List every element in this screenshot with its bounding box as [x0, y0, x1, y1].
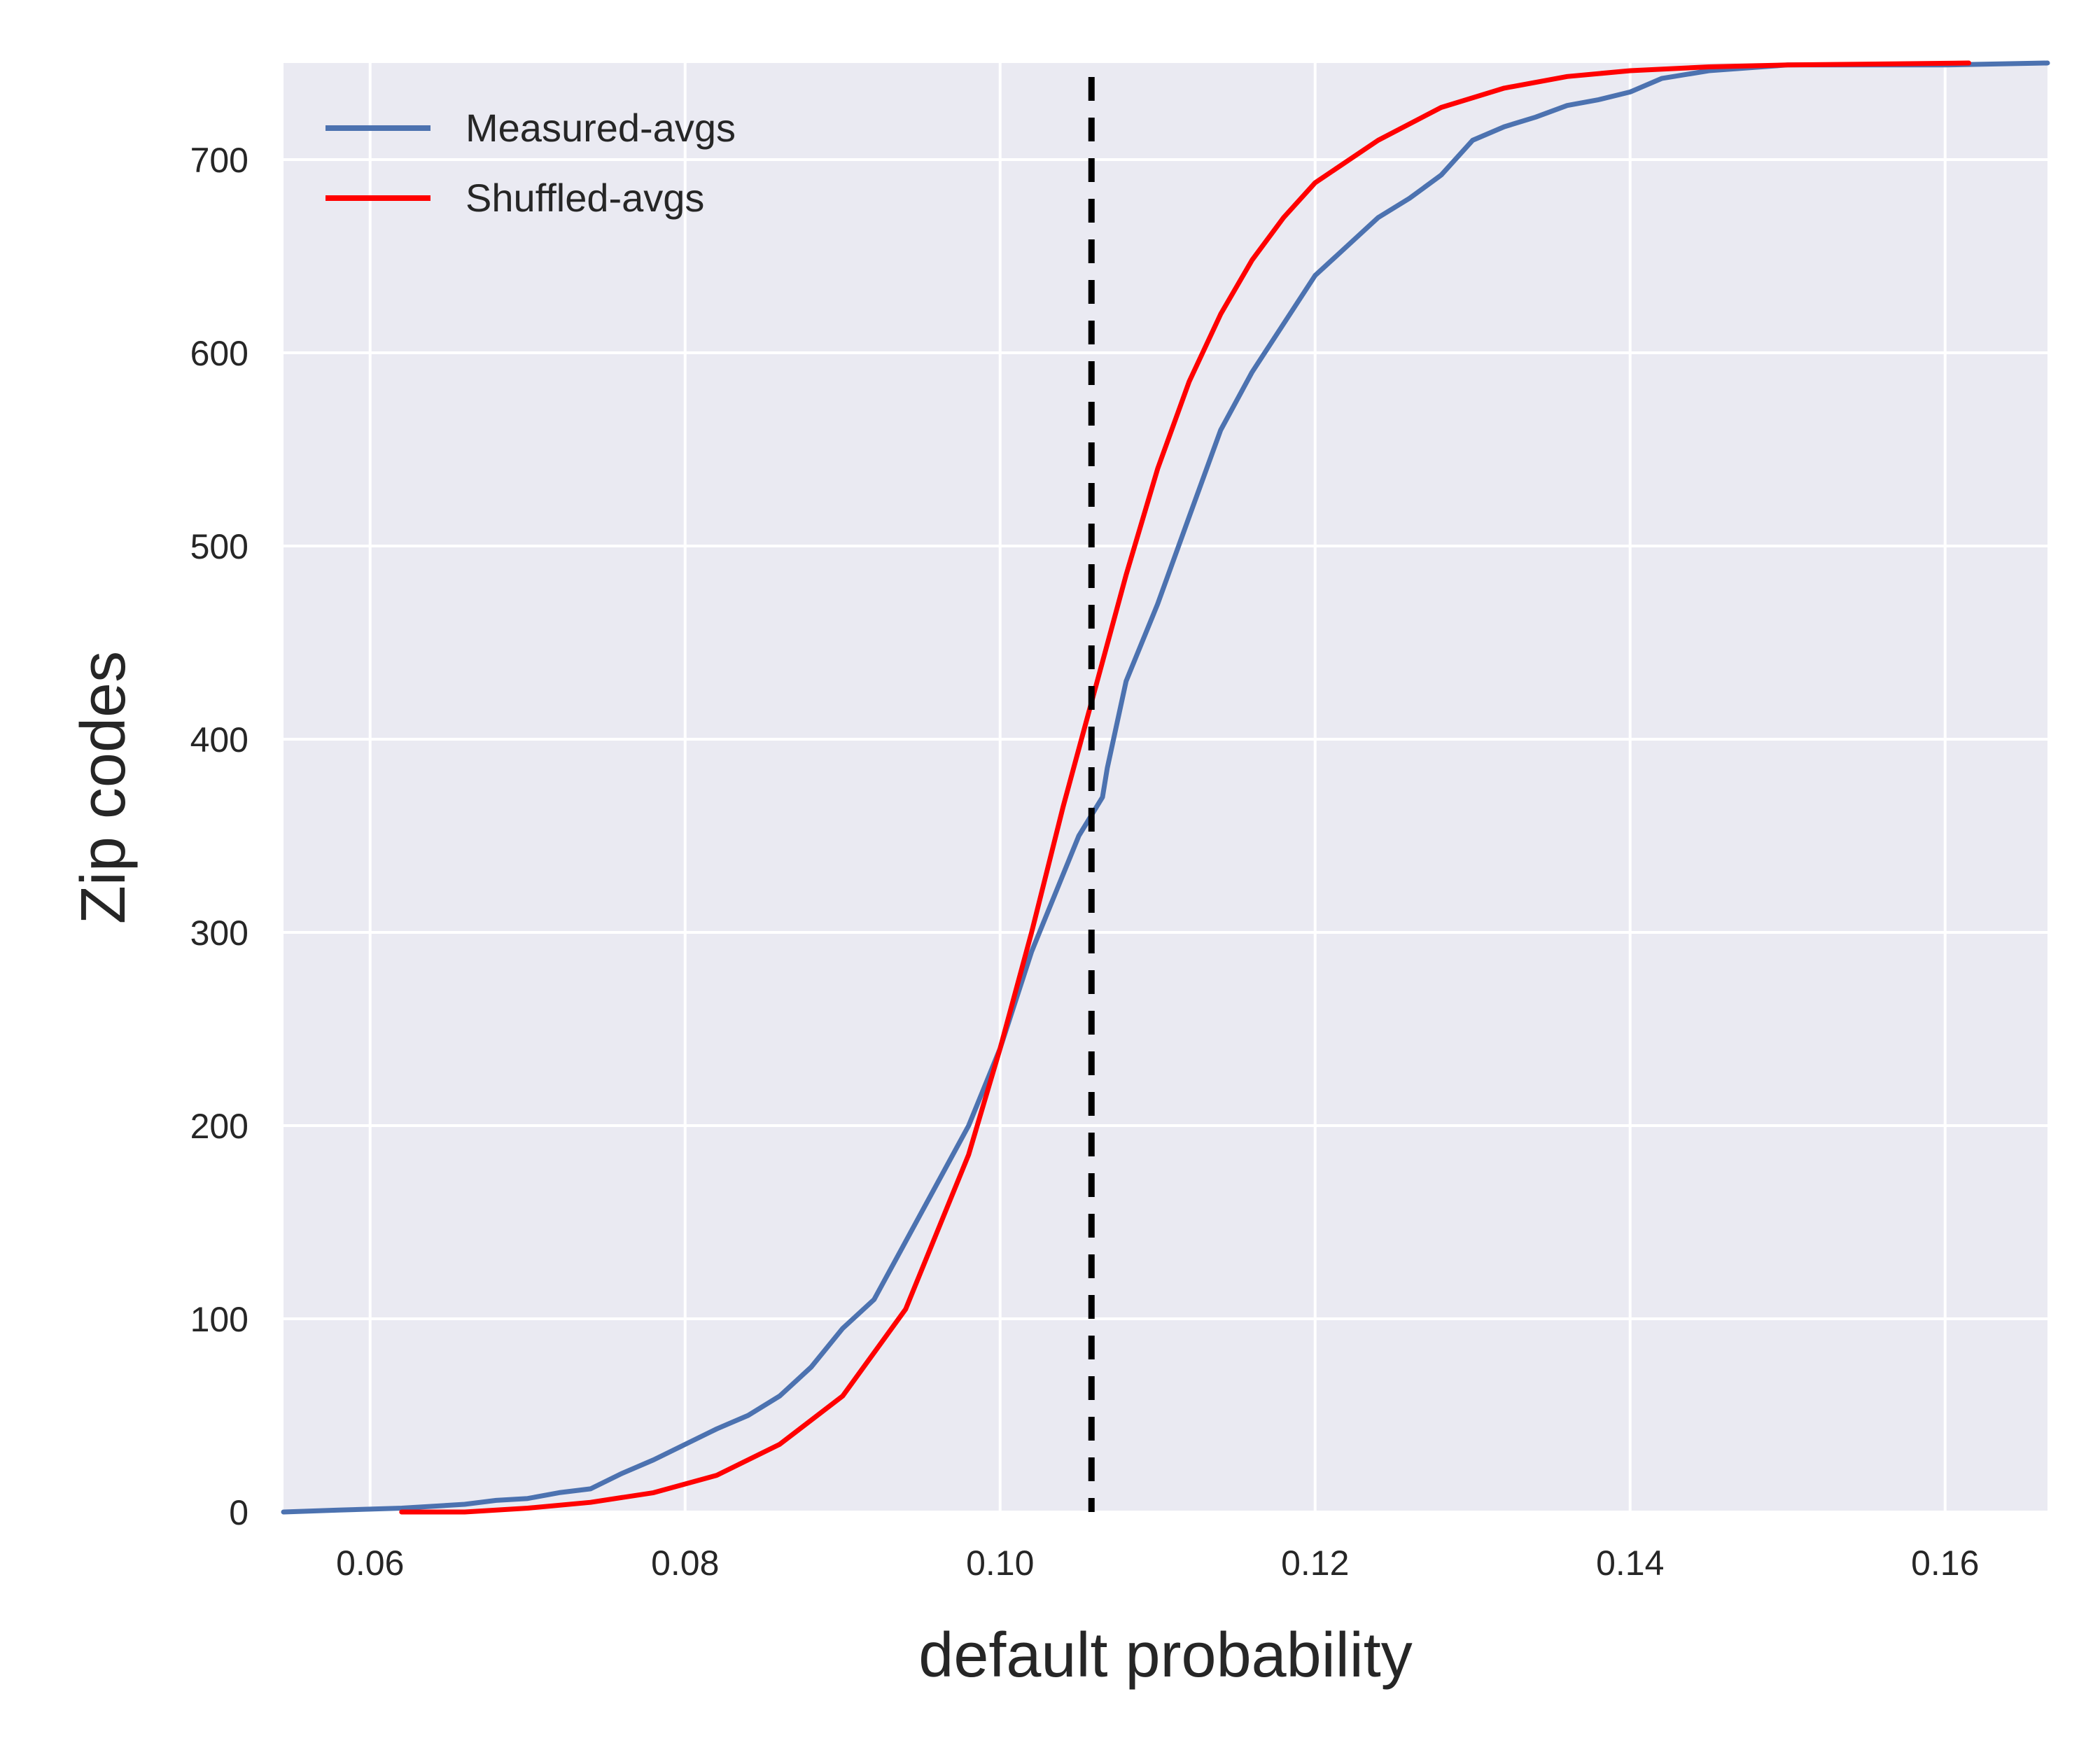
y-tick-labels: 0 100 200 300 400 500 600 700: [190, 141, 248, 1532]
x-tick-label: 0.06: [336, 1544, 404, 1583]
legend: Measured-avgs Shuffled-avgs: [326, 106, 736, 220]
x-tick-label: 0.12: [1281, 1544, 1349, 1583]
y-tick-label: 300: [190, 913, 248, 953]
y-tick-label: 700: [190, 141, 248, 180]
x-axis-title: default probability: [918, 1620, 1412, 1690]
legend-label-measured-avgs: Measured-avgs: [465, 106, 736, 150]
x-tick-label: 0.10: [966, 1544, 1034, 1583]
y-tick-label: 400: [190, 720, 248, 760]
legend-label-shuffled-avgs: Shuffled-avgs: [465, 176, 704, 220]
plot-background: [284, 63, 2047, 1512]
y-tick-label: 100: [190, 1300, 248, 1339]
y-tick-label: 200: [190, 1107, 248, 1146]
y-tick-label: 0: [229, 1493, 248, 1532]
series-line-shuffled-avgs: [399, 60, 1971, 1515]
x-tick-labels: 0.06 0.08 0.10 0.12 0.14 0.16: [336, 1544, 1979, 1583]
y-axis-title: Zip codes: [69, 651, 139, 924]
grid: [284, 63, 2047, 1513]
x-tick-label: 0.08: [651, 1544, 719, 1583]
y-tick-label: 600: [190, 334, 248, 373]
x-tick-label: 0.16: [1911, 1544, 1979, 1583]
y-tick-label: 500: [190, 527, 248, 566]
x-tick-label: 0.14: [1596, 1544, 1664, 1583]
